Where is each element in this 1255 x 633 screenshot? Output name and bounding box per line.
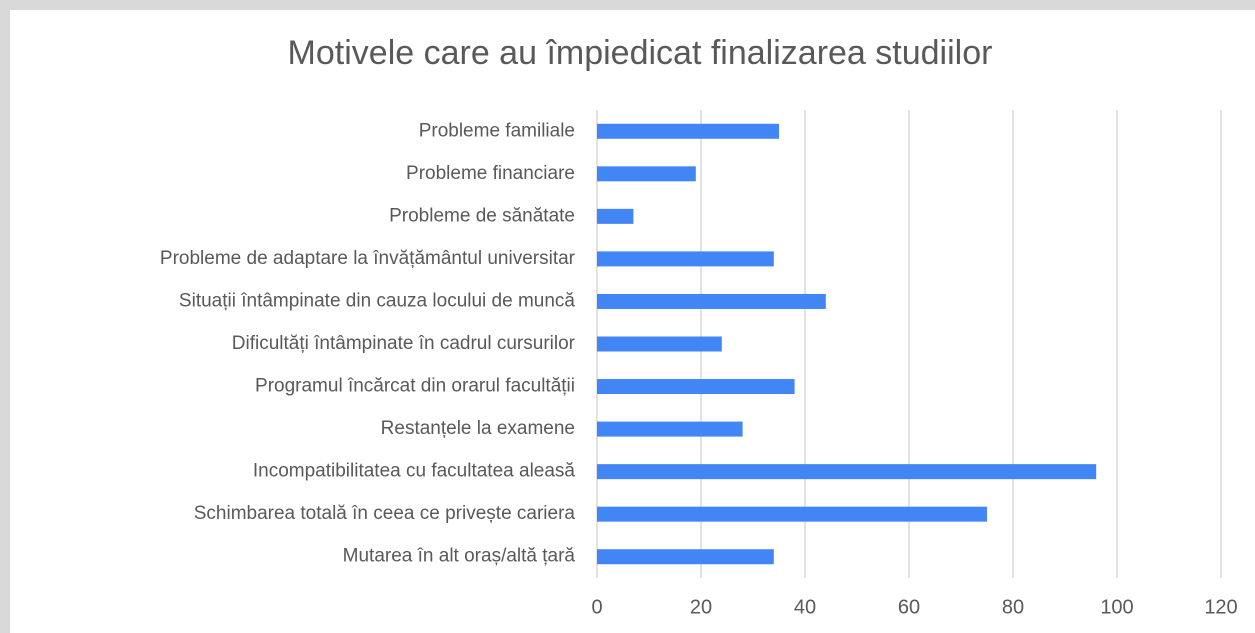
bar <box>597 549 774 565</box>
x-tick-label: 20 <box>690 596 712 618</box>
y-tick-label: Mutarea în alt oraș/altă țară <box>343 546 576 567</box>
y-tick-label: Dificultăți întâmpinate în cadrul cursur… <box>232 333 576 354</box>
x-tick-label: 0 <box>591 596 602 618</box>
bar <box>597 336 722 352</box>
bar <box>597 421 743 437</box>
bar <box>597 208 634 224</box>
bar <box>597 379 795 395</box>
y-tick-label: Probleme de adaptare la învățământul uni… <box>160 248 576 269</box>
y-tick-label: Schimbarea totală în ceea ce privește ca… <box>194 503 576 524</box>
y-tick-label: Programul încărcat din orarul facultății <box>255 376 575 397</box>
bar <box>597 293 826 309</box>
bar <box>597 251 774 267</box>
chart-title: Motivele care au împiedicat finalizarea … <box>288 34 993 72</box>
x-tick-label: 100 <box>1100 596 1133 618</box>
x-tick-label: 80 <box>1002 596 1024 618</box>
y-tick-label: Probleme familiale <box>419 120 575 141</box>
chart-area <box>10 10 1255 633</box>
y-tick-label: Incompatibilitatea cu facultatea aleasă <box>253 461 576 482</box>
y-tick-label: Probleme financiare <box>406 163 575 184</box>
y-tick-label: Probleme de sănătate <box>389 205 575 226</box>
bar <box>597 166 696 182</box>
y-tick-label: Situații întâmpinate din cauza locului d… <box>179 290 576 311</box>
bar <box>597 464 1097 480</box>
x-tick-label: 120 <box>1204 596 1237 618</box>
y-tick-label: Restanțele la examene <box>381 418 575 439</box>
bar <box>597 506 987 522</box>
x-tick-label: 40 <box>794 596 816 618</box>
x-tick-label: 60 <box>898 596 920 618</box>
bar <box>597 123 779 139</box>
